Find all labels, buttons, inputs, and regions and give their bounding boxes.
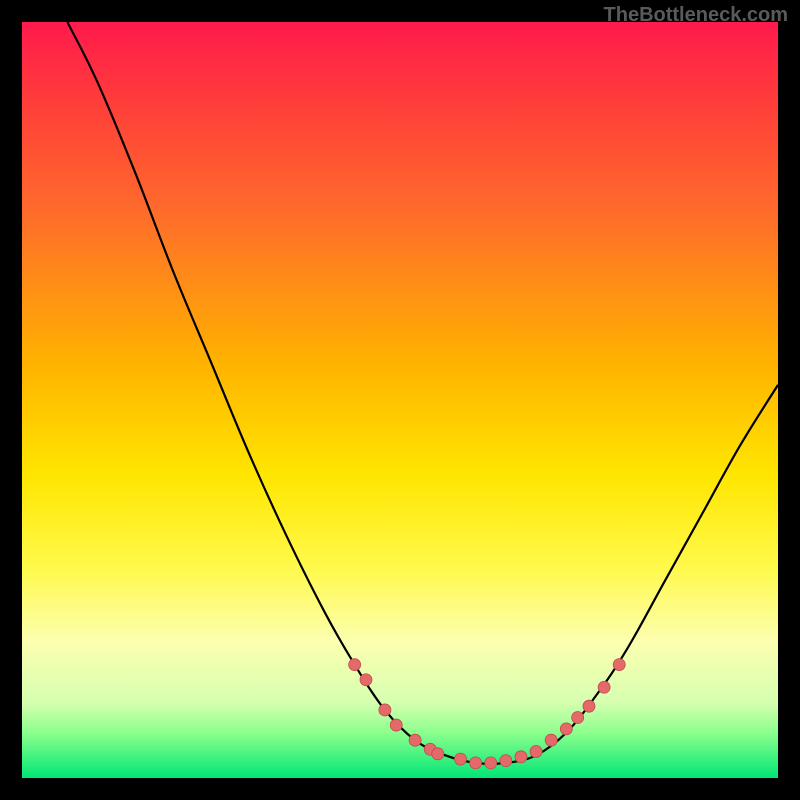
plot-background [22, 22, 778, 778]
watermark-text: TheBottleneck.com [604, 4, 788, 27]
